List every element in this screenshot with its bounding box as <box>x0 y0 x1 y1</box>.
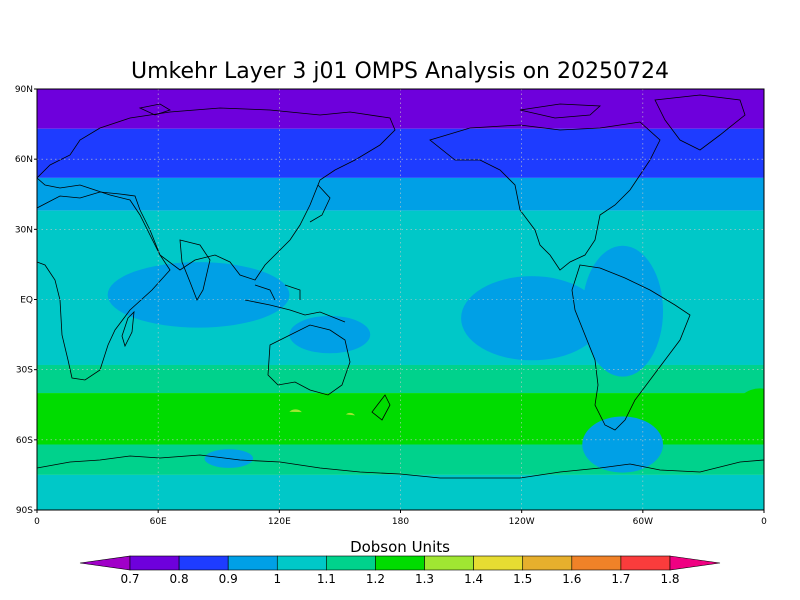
lon-tick-label: 180 <box>392 517 409 527</box>
colorbar-tick-label: 1.6 <box>562 572 581 586</box>
lon-tick-label: 120W <box>509 517 535 527</box>
field-feature-9 <box>735 388 764 431</box>
lon-tick-label: 60E <box>150 517 167 527</box>
coastline-new-zealand <box>371 394 391 421</box>
lat-tick-label: 60S <box>16 436 33 446</box>
field-feature-0 <box>107 262 290 328</box>
coastline-greenland <box>654 94 746 151</box>
lon-tick-label: 60W <box>633 517 653 527</box>
colorbar-tick-label: 1 <box>273 572 281 586</box>
colorbar-swatch <box>620 555 671 571</box>
colorbar-tick-label: 1.2 <box>366 572 385 586</box>
field-band-0 <box>37 89 764 129</box>
colorbar-tick-label: 1.8 <box>660 572 679 586</box>
field-feature-3 <box>582 245 664 377</box>
colorbar-tick-label: 1.3 <box>415 572 434 586</box>
colorbar-swatch <box>473 555 524 571</box>
colorbar-tick-label: 1.4 <box>464 572 483 586</box>
coastline-indonesia <box>244 284 346 323</box>
field-feature-8 <box>582 416 664 473</box>
colorbar: 0.7 0.8 0.9 1 1.1 1.2 1.3 1.4 1.5 1.6 1.7 1.8 <box>79 555 721 586</box>
lon-tick-label: 0 <box>761 517 767 527</box>
field-feature-2 <box>461 276 603 361</box>
coastlines <box>37 94 764 479</box>
coastline-australia <box>267 324 351 396</box>
lat-tick-label: 90S <box>16 506 33 516</box>
colorbar-high-arrow <box>669 555 721 571</box>
plot-title: Umkehr Layer 3 j01 OMPS Analysis on 2025… <box>131 59 669 84</box>
longitude-tick-labels: 0 60E 120E 180 120W 60W 0 <box>34 510 767 527</box>
colorbar-swatch <box>227 555 278 571</box>
colorbar-tick-label: 1.1 <box>317 572 336 586</box>
coastline-africa <box>37 191 171 381</box>
latitude-tick-labels: 90N 60N 30N EQ 30S 60S 90S <box>15 85 37 516</box>
field-band-2 <box>37 177 764 211</box>
colorbar-swatch <box>178 555 229 571</box>
coastline-japan <box>309 184 331 223</box>
lat-tick-label: 30N <box>15 225 33 235</box>
coastline-north-america <box>429 121 661 271</box>
colorbar-tick-label: 1.7 <box>611 572 630 586</box>
coastline-india <box>179 239 211 301</box>
lon-tick-label: 120E <box>268 517 291 527</box>
coastline-antarctica <box>37 454 764 479</box>
colorbar-label: Dobson Units <box>350 538 450 556</box>
colorbar-tick-label: 1.5 <box>513 572 532 586</box>
map-area <box>37 89 764 510</box>
lon-tick-label: 0 <box>34 517 40 527</box>
lat-tick-label: 60N <box>15 155 33 165</box>
coastline-arctic-islands <box>138 103 601 119</box>
colorbar-tick-label: 0.8 <box>170 572 189 586</box>
lat-tick-label: 90N <box>15 85 33 95</box>
colorbar-swatch <box>571 555 622 571</box>
lat-tick-label: EQ <box>20 296 33 306</box>
colorbar-swatch <box>276 555 327 571</box>
field-feature-1 <box>289 315 371 354</box>
colorbar-swatch <box>424 555 474 571</box>
colorbar-swatch <box>522 555 573 571</box>
colorbar-low-arrow <box>79 555 131 571</box>
coastline-madagascar <box>121 310 135 348</box>
field-band-7 <box>37 474 764 510</box>
coastline-eurasia <box>37 107 396 281</box>
field-feature-10 <box>158 411 401 445</box>
colorbar-swatch <box>375 555 425 571</box>
coastline-south-america <box>571 264 691 431</box>
colorbar-swatch <box>326 555 376 571</box>
colorbar-tick-label: 0.7 <box>120 572 139 586</box>
field-band-4 <box>37 364 764 394</box>
lat-tick-label: 30S <box>16 366 33 376</box>
colorbar-swatch <box>129 555 180 571</box>
colorbar-tick-label: 0.9 <box>219 572 238 586</box>
